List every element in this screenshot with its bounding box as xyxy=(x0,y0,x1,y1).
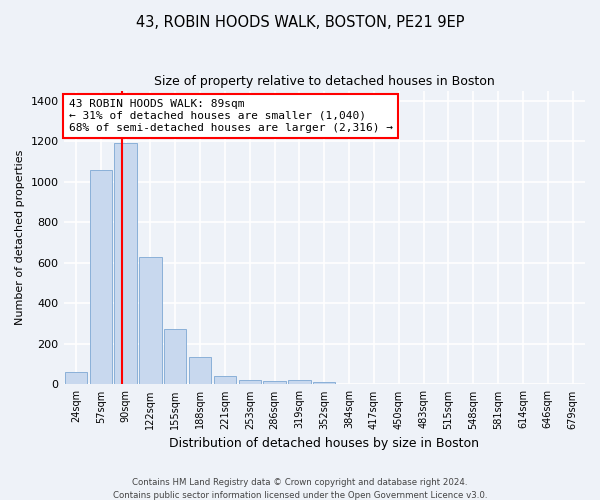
Bar xyxy=(139,256,161,384)
Bar xyxy=(89,170,112,384)
Bar xyxy=(263,382,286,384)
Bar xyxy=(164,328,187,384)
Bar xyxy=(189,357,211,384)
Bar xyxy=(115,144,137,384)
Bar xyxy=(214,376,236,384)
Title: Size of property relative to detached houses in Boston: Size of property relative to detached ho… xyxy=(154,75,494,88)
X-axis label: Distribution of detached houses by size in Boston: Distribution of detached houses by size … xyxy=(169,437,479,450)
Bar xyxy=(288,380,311,384)
Text: 43, ROBIN HOODS WALK, BOSTON, PE21 9EP: 43, ROBIN HOODS WALK, BOSTON, PE21 9EP xyxy=(136,15,464,30)
Text: 43 ROBIN HOODS WALK: 89sqm
← 31% of detached houses are smaller (1,040)
68% of s: 43 ROBIN HOODS WALK: 89sqm ← 31% of deta… xyxy=(69,100,393,132)
Text: Contains HM Land Registry data © Crown copyright and database right 2024.
Contai: Contains HM Land Registry data © Crown c… xyxy=(113,478,487,500)
Bar xyxy=(65,372,87,384)
Bar xyxy=(313,382,335,384)
Bar xyxy=(239,380,261,384)
Y-axis label: Number of detached properties: Number of detached properties xyxy=(15,150,25,325)
